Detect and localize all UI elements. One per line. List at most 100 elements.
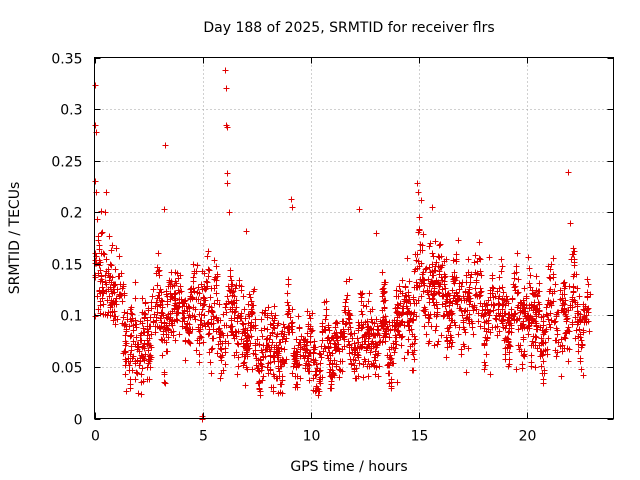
data-point	[515, 289, 522, 296]
data-point	[280, 358, 287, 365]
data-point	[566, 346, 573, 353]
data-point	[559, 302, 566, 309]
data-point	[223, 309, 230, 316]
data-point	[540, 313, 547, 320]
data-point	[471, 302, 478, 309]
data-point	[95, 306, 102, 313]
data-point	[275, 354, 282, 361]
data-point	[579, 342, 586, 349]
data-point	[224, 124, 231, 131]
data-point	[98, 250, 105, 257]
data-point	[132, 279, 139, 286]
data-point	[500, 301, 507, 308]
data-point	[98, 230, 105, 237]
data-point	[494, 288, 501, 295]
data-point	[534, 345, 541, 352]
data-point	[394, 301, 401, 308]
data-point	[532, 291, 539, 298]
data-point	[229, 292, 236, 299]
data-point	[481, 359, 488, 366]
data-point	[198, 317, 205, 324]
data-point	[128, 332, 135, 339]
data-point	[506, 349, 513, 356]
data-point	[92, 313, 99, 320]
data-point	[380, 334, 387, 341]
data-point	[416, 263, 423, 270]
data-point	[132, 358, 139, 365]
y-tick-label: 0.15	[51, 258, 82, 274]
data-point	[465, 289, 472, 296]
data-point	[545, 335, 552, 342]
data-point	[98, 272, 105, 279]
data-point	[496, 293, 503, 300]
data-point	[366, 290, 373, 297]
data-point	[345, 326, 352, 333]
data-point	[333, 319, 340, 326]
data-point	[570, 288, 577, 295]
data-point	[103, 256, 110, 263]
data-point	[304, 308, 311, 315]
data-point	[324, 352, 331, 359]
data-point	[403, 298, 410, 305]
data-point	[241, 359, 248, 366]
data-point	[380, 288, 387, 295]
data-point	[218, 357, 225, 364]
data-point	[204, 279, 211, 286]
data-point	[324, 337, 331, 344]
data-point	[552, 337, 559, 344]
data-point	[196, 290, 203, 297]
data-point	[126, 367, 133, 374]
data-point	[356, 360, 363, 367]
data-point	[226, 209, 233, 216]
data-point	[288, 320, 295, 327]
data-point	[92, 274, 99, 281]
data-point	[380, 317, 387, 324]
data-point	[413, 279, 420, 286]
data-point	[284, 311, 291, 318]
data-point	[574, 285, 581, 292]
data-point	[445, 328, 452, 335]
data-point	[394, 314, 401, 321]
data-point	[405, 336, 412, 343]
data-point	[454, 301, 461, 308]
data-point	[237, 313, 244, 320]
data-point	[523, 295, 530, 302]
data-point	[266, 346, 273, 353]
data-point	[553, 353, 560, 360]
data-point	[398, 311, 405, 318]
y-tick-labels: 0 0.05 0.1 0.15 0.2 0.25 0.3 0.35	[51, 52, 82, 429]
data-point	[191, 268, 198, 275]
data-point	[318, 354, 325, 361]
data-point	[347, 356, 354, 363]
data-point	[336, 374, 343, 381]
data-point	[404, 255, 411, 262]
data-point	[133, 369, 140, 376]
data-point	[344, 292, 351, 299]
data-point	[259, 309, 266, 316]
data-point	[429, 204, 436, 211]
data-point	[288, 196, 295, 203]
data-point	[97, 298, 104, 305]
data-point	[293, 381, 300, 388]
data-point	[103, 268, 110, 275]
data-point	[470, 307, 477, 314]
data-point	[133, 334, 140, 341]
data-point	[345, 307, 352, 314]
data-point	[499, 306, 506, 313]
data-point	[508, 306, 515, 313]
data-point	[515, 326, 522, 333]
data-point	[97, 278, 104, 285]
data-point	[119, 320, 126, 327]
data-point	[201, 301, 208, 308]
data-point	[302, 362, 309, 369]
data-point	[514, 290, 521, 297]
data-point	[145, 307, 152, 314]
data-point	[213, 263, 220, 270]
data-point	[96, 246, 103, 253]
data-point	[219, 340, 226, 347]
data-point	[368, 361, 375, 368]
data-point	[434, 341, 441, 348]
data-point	[307, 315, 314, 322]
data-point	[304, 330, 311, 337]
data-point	[289, 204, 296, 211]
